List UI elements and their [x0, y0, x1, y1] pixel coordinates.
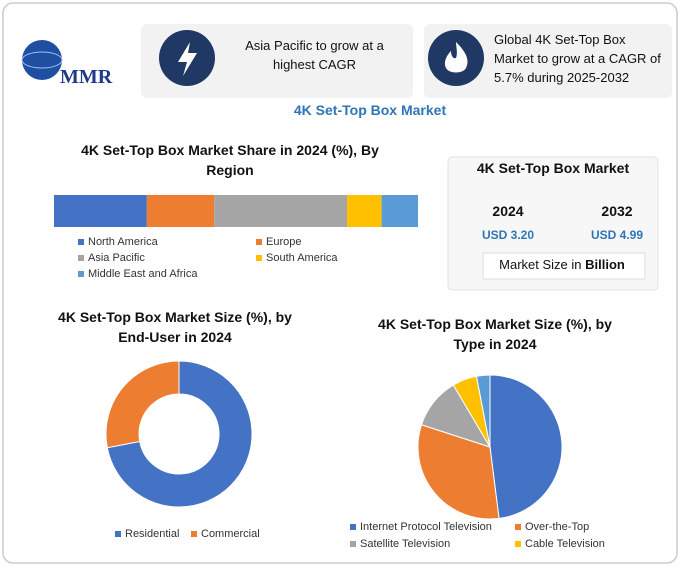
- note-unit: Billion: [585, 257, 625, 272]
- chart-title: 4K Set-Top Box Market Size (%), by End-U…: [58, 309, 292, 345]
- highlight-box: [424, 24, 672, 98]
- market-title: 4K Set-Top Box Market: [476, 160, 630, 176]
- legend-swatch: [78, 271, 84, 277]
- bar-segment: [146, 195, 215, 227]
- legend-swatch: [350, 541, 356, 547]
- legend-swatch: [191, 531, 197, 537]
- legend-label: Middle East and Africa: [88, 268, 198, 280]
- chart-title: 4K Set-Top Box Market Size (%), by Type …: [378, 316, 612, 352]
- pie-slice: [417, 424, 500, 520]
- legend-label: North America: [88, 236, 159, 248]
- legend-label: Residential: [125, 528, 179, 540]
- market-note: Market Size in Billion: [499, 257, 625, 272]
- donut-slice: [105, 360, 180, 449]
- legend-label: Over-the-Top: [525, 521, 589, 533]
- bolt: [178, 42, 197, 76]
- note-prefix: Market Size in: [499, 257, 581, 272]
- chart-title: 4K Set-Top Box Market Share in 2024 (%),…: [81, 142, 379, 178]
- bar-segment: [54, 195, 147, 227]
- logo-globe: [22, 40, 62, 80]
- note-box: [482, 252, 646, 280]
- legend-swatch: [350, 524, 356, 530]
- legend-label: Asia Pacific: [88, 252, 145, 264]
- legend-label: Satellite Television: [360, 538, 450, 550]
- highlight-text: Global 4K Set-Top Box Market to grow at …: [494, 32, 661, 85]
- legend-label: Internet Protocol Television: [360, 521, 492, 533]
- legend-label: Commercial: [201, 528, 260, 540]
- legend-swatch: [115, 531, 121, 537]
- market-value: USD 4.99: [590, 228, 644, 242]
- donut-slice: [106, 360, 253, 508]
- year: 2032: [601, 203, 633, 219]
- fire: [444, 42, 468, 73]
- page-title: 4K Set-Top Box Market: [293, 102, 447, 118]
- legend-label: South America: [266, 252, 338, 264]
- legend-swatch: [256, 255, 262, 261]
- legend-swatch: [256, 239, 262, 245]
- pie-slice: [475, 374, 491, 448]
- legend-swatch: [515, 541, 521, 547]
- pie-slice: [489, 374, 563, 519]
- logo-text: MMR: [60, 66, 113, 88]
- legend-label: Cable Television: [525, 538, 605, 550]
- bar-segment: [381, 195, 418, 227]
- bar-segment: [347, 195, 382, 227]
- legend-swatch: [78, 255, 84, 261]
- market-value: USD 3.20: [481, 228, 535, 242]
- legend-swatch: [78, 239, 84, 245]
- bar-segment: [214, 195, 348, 227]
- logo-ring: [21, 51, 63, 69]
- highlight-text: Asia Pacific to grow at a highest CAGR: [245, 38, 384, 72]
- legend-label: Europe: [266, 236, 301, 248]
- legend-swatch: [515, 524, 521, 530]
- year: 2024: [492, 203, 524, 219]
